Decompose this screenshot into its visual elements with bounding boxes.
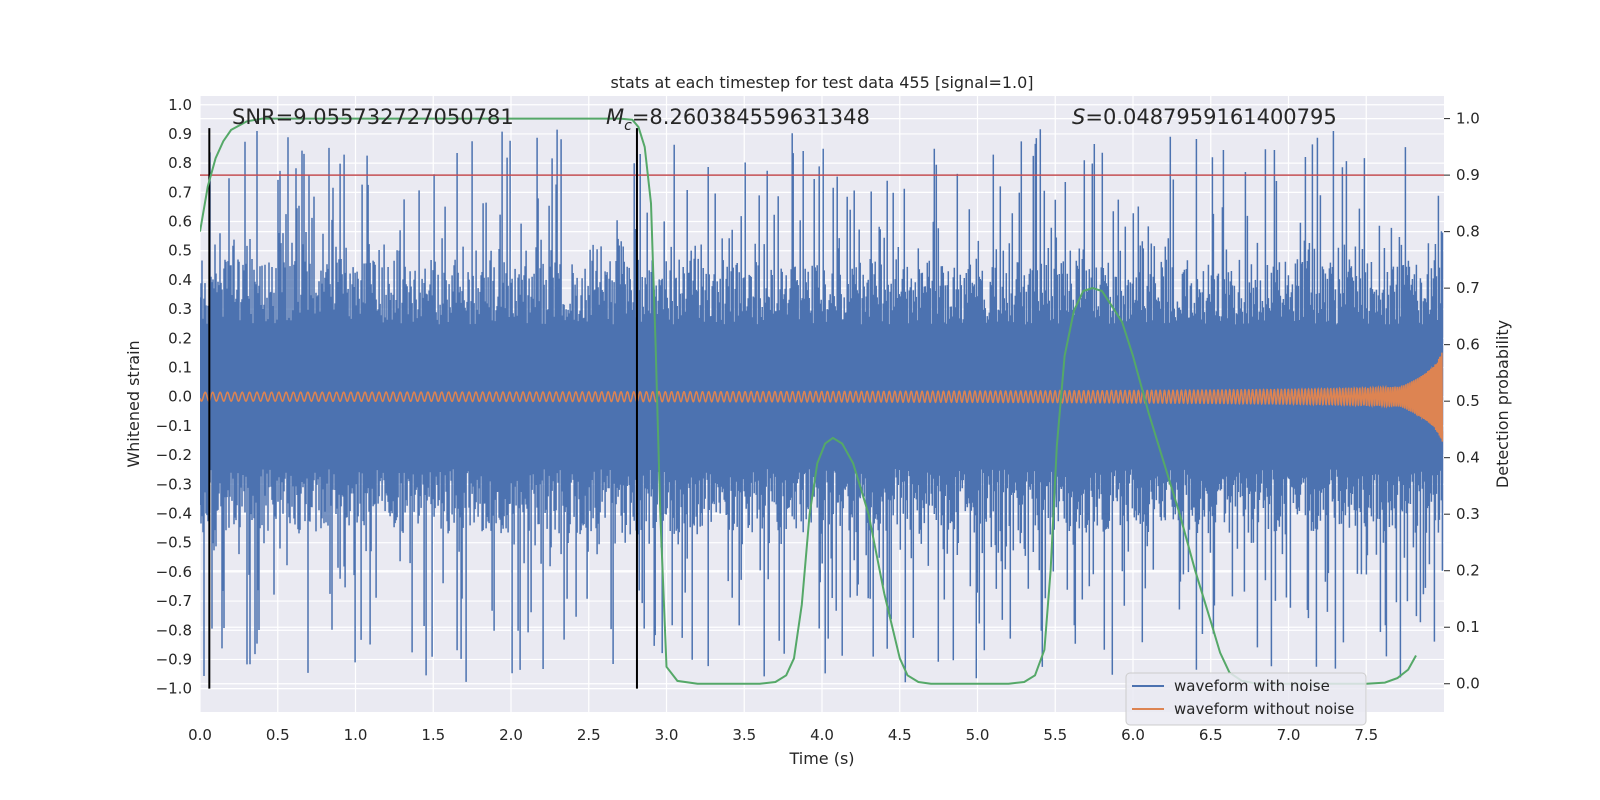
s-symbol: S <box>1072 105 1085 129</box>
right-y-tick-label: 1.0 <box>1456 110 1480 128</box>
snr-annotation: SNR=9.055732727050781 <box>232 105 514 129</box>
right-y-tick-label: 0.2 <box>1456 562 1480 580</box>
right-y-tick-label: 0.8 <box>1456 223 1480 241</box>
right-y-tick-label: 0.0 <box>1456 675 1480 693</box>
x-tick-label: 6.5 <box>1199 726 1223 744</box>
chirp-mass-symbol: M <box>606 105 624 129</box>
y-tick-label: −0.4 <box>156 504 192 522</box>
x-tick-label: 7.5 <box>1354 726 1378 744</box>
y-tick-label: 0.0 <box>168 388 192 406</box>
legend-label-clean: waveform without noise <box>1174 700 1354 718</box>
y-tick-label: −0.9 <box>156 650 192 668</box>
chart-title: stats at each timestep for test data 455… <box>610 73 1033 92</box>
right-y-tick-label: 0.3 <box>1456 505 1480 523</box>
chirp-mass-annotation: Mc=8.260384559631348 <box>606 105 870 134</box>
s-annotation: S=0.0487959161400795 <box>1072 105 1337 129</box>
y-tick-label: −0.8 <box>156 621 192 639</box>
right-y-tick-labels: 1.0 0.9 0.8 0.7 0.6 0.5 0.4 0.3 0.2 0.1 0.0 <box>1444 110 1480 693</box>
right-y-tick-label: 0.5 <box>1456 392 1480 410</box>
y-tick-label: 0.9 <box>168 125 192 143</box>
y-tick-label: 0.8 <box>168 154 192 172</box>
x-tick-label: 4.0 <box>810 726 834 744</box>
x-axis-label: Time (s) <box>788 749 854 768</box>
x-tick-label: 0.5 <box>266 726 290 744</box>
y-tick-label: −0.2 <box>156 446 192 464</box>
x-tick-label: 2.5 <box>577 726 601 744</box>
y-tick-label: 0.2 <box>168 329 192 347</box>
right-y-tick-label: 0.6 <box>1456 336 1480 354</box>
y-tick-labels: 1.0 0.9 0.8 0.7 0.6 0.5 0.4 0.3 0.2 0.1 0.0 −0.1 −0.… <box>156 96 192 698</box>
y-tick-label: 0.5 <box>168 242 192 260</box>
right-y-tick-label: 0.1 <box>1456 618 1480 636</box>
x-tick-label: 5.5 <box>1043 726 1067 744</box>
y-tick-label: −0.3 <box>156 475 192 493</box>
right-y-tick-label: 0.7 <box>1456 279 1480 297</box>
y-tick-label: −0.5 <box>156 534 192 552</box>
y-axis-label: Whitened strain <box>124 340 143 467</box>
x-tick-label: 2.0 <box>499 726 523 744</box>
x-tick-label: 1.0 <box>344 726 368 744</box>
series-detection-probability <box>200 117 1417 685</box>
x-tick-label: 3.0 <box>655 726 679 744</box>
legend: waveform with noise waveform without noi… <box>1125 672 1367 726</box>
y-tick-label: 0.4 <box>168 271 192 289</box>
chirp-mass-subscript: c <box>624 118 632 134</box>
y-tick-label: 0.6 <box>168 213 192 231</box>
s-value: =0.0487959161400795 <box>1085 105 1336 129</box>
y-tick-label: −0.7 <box>156 592 192 610</box>
legend-box <box>1125 672 1367 726</box>
y-tick-label: 0.7 <box>168 183 192 201</box>
y-tick-label: 1.0 <box>168 96 192 114</box>
right-y-tick-label: 0.4 <box>1456 449 1480 467</box>
y-tick-label: −0.6 <box>156 563 192 581</box>
x-tick-label: 0.0 <box>188 726 212 744</box>
y-tick-label: −0.1 <box>156 417 192 435</box>
legend-label-noise: waveform with noise <box>1174 677 1330 695</box>
right-y-tick-label: 0.9 <box>1456 166 1480 184</box>
y-tick-label: 0.1 <box>168 359 192 377</box>
x-tick-label: 6.0 <box>1121 726 1145 744</box>
x-tick-label: 3.5 <box>732 726 756 744</box>
right-y-axis-label: Detection probability <box>1493 320 1512 488</box>
x-tick-label: 4.5 <box>888 726 912 744</box>
x-tick-label: 7.0 <box>1277 726 1301 744</box>
x-tick-labels: 0.0 0.5 1.0 1.5 2.0 2.5 3.0 3.5 4.0 4.5 5.0 5.5 6.0 6… <box>188 726 1378 744</box>
x-tick-label: 5.0 <box>966 726 990 744</box>
y-tick-label: −1.0 <box>156 680 192 698</box>
x-tick-label: 1.5 <box>421 726 445 744</box>
chirp-mass-value: =8.260384559631348 <box>632 105 870 129</box>
series-waveform-without-noise <box>200 352 1444 442</box>
y-tick-label: 0.3 <box>168 300 192 318</box>
